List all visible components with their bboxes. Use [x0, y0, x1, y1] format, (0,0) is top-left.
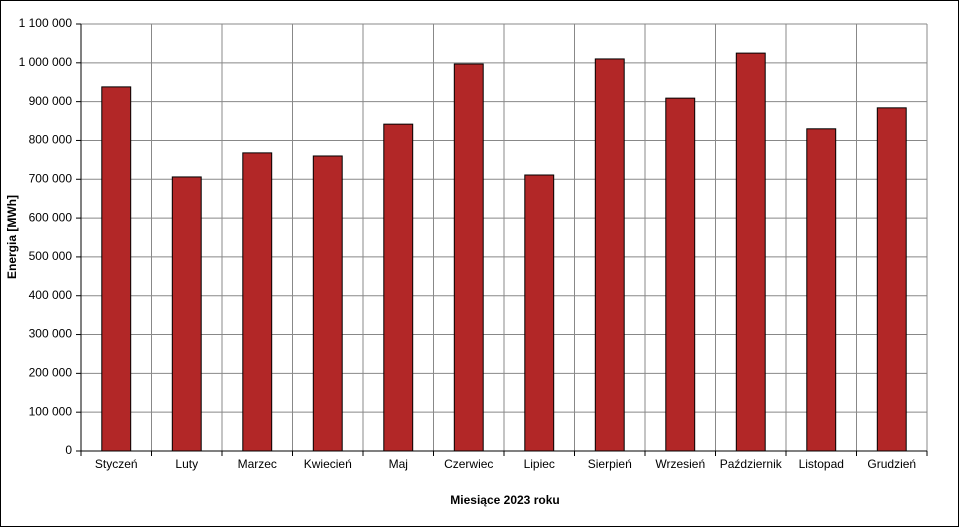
y-tick-label: 600 000: [29, 210, 73, 224]
bar: [101, 86, 132, 452]
bar: [806, 128, 837, 452]
bar: [665, 97, 696, 452]
y-tick-label: 1 100 000: [19, 16, 73, 30]
x-tick-label: Grudzień: [867, 457, 916, 471]
x-tick-label: Marzec: [238, 457, 277, 471]
bar: [171, 176, 202, 452]
bar: [735, 52, 766, 452]
y-tick-label: 700 000: [29, 171, 73, 185]
x-tick-label: Czerwiec: [444, 457, 493, 471]
y-axis-label: Energia [MWh]: [5, 195, 19, 279]
bar: [453, 63, 484, 452]
x-tick-label: Luty: [175, 457, 198, 471]
x-axis-label: Miesiące 2023 roku: [450, 493, 559, 507]
y-tick-label: 1 000 000: [19, 55, 73, 69]
x-tick-label: Październik: [720, 457, 783, 471]
bar: [242, 152, 273, 452]
x-tick-label: Sierpień: [588, 457, 632, 471]
x-tick-label: Kwiecień: [304, 457, 352, 471]
x-tick-label: Lipiec: [524, 457, 555, 471]
y-tick-label: 900 000: [29, 94, 73, 108]
bar: [312, 155, 343, 452]
y-tick-label: 0: [65, 443, 72, 457]
bar: [383, 123, 414, 452]
y-tick-label: 100 000: [29, 404, 73, 418]
x-tick-label: Styczeń: [95, 457, 138, 471]
y-tick-label: 800 000: [29, 133, 73, 147]
x-tick-label: Listopad: [799, 457, 844, 471]
y-tick-label: 500 000: [29, 249, 73, 263]
bar: [524, 174, 555, 452]
y-tick-label: 200 000: [29, 366, 73, 380]
y-tick-label: 400 000: [29, 288, 73, 302]
bar: [594, 58, 625, 452]
y-tick-label: 300 000: [29, 327, 73, 341]
bar: [876, 107, 907, 452]
x-tick-label: Wrzesień: [655, 457, 705, 471]
x-tick-label: Maj: [389, 457, 408, 471]
